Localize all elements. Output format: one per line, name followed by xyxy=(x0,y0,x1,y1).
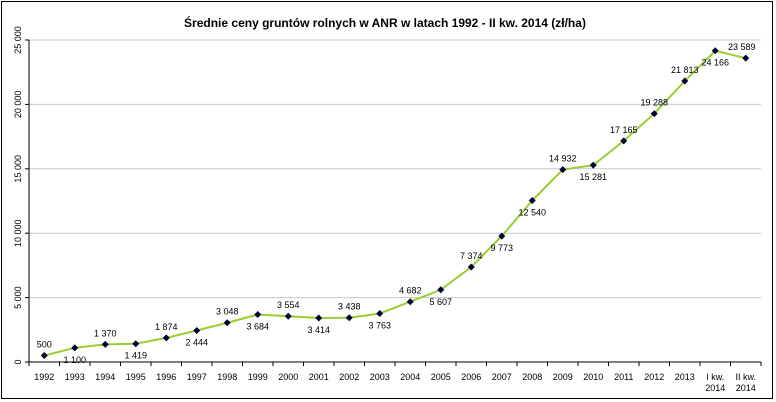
data-label: 24 166 xyxy=(701,58,729,68)
x-tick-label: 2004 xyxy=(400,372,420,382)
data-point xyxy=(71,344,79,352)
x-tick-label: 2006 xyxy=(461,372,481,382)
data-label: 3 414 xyxy=(307,325,330,335)
y-tick-label: 25 000 xyxy=(13,26,23,54)
data-label: 1 874 xyxy=(155,322,178,332)
data-point xyxy=(101,340,109,348)
data-point xyxy=(589,161,597,169)
gridlines xyxy=(29,39,761,299)
x-tick-label: 2008 xyxy=(522,372,542,382)
data-point xyxy=(681,77,689,85)
x-tick-label: 2012 xyxy=(644,372,664,382)
data-point xyxy=(406,298,414,306)
x-tick-label: 2009 xyxy=(553,372,573,382)
data-point xyxy=(315,314,323,322)
series-markers xyxy=(40,47,750,360)
x-tick-label: 1995 xyxy=(126,372,146,382)
data-label: 3 438 xyxy=(338,302,361,312)
x-tick-label: 1994 xyxy=(95,372,115,382)
data-label: 3 763 xyxy=(368,321,391,331)
data-point xyxy=(223,319,231,327)
x-tick-label: 2000 xyxy=(278,372,298,382)
data-label: 500 xyxy=(37,340,52,350)
data-label: 9 773 xyxy=(490,243,513,253)
y-tick-label: 5 000 xyxy=(13,286,23,309)
y-tick-label: 10 000 xyxy=(13,219,23,247)
x-tick-label: 2014 xyxy=(736,383,756,393)
data-point xyxy=(376,310,384,318)
data-label: 7 374 xyxy=(460,251,483,261)
data-point xyxy=(742,54,750,62)
data-point xyxy=(40,352,48,360)
data-point xyxy=(193,327,201,335)
data-label: 21 813 xyxy=(671,65,699,75)
data-label: 3 048 xyxy=(216,307,239,317)
data-label: 23 589 xyxy=(728,42,756,52)
x-tick-label: 2001 xyxy=(309,372,329,382)
x-tick-label: 2013 xyxy=(675,372,695,382)
data-labels: 500 1 100 1 370 1 419 1 874 2 444 3 048 3 684 3 … xyxy=(37,42,756,365)
data-label: 5 607 xyxy=(429,297,452,307)
data-point xyxy=(498,232,506,240)
x-tick-label: II kw. xyxy=(735,372,756,382)
data-label: 1 370 xyxy=(94,328,117,338)
x-tick-label: 1996 xyxy=(156,372,176,382)
data-point xyxy=(650,110,658,118)
y-tick-label: 20 000 xyxy=(13,91,23,119)
x-tick-label: 2005 xyxy=(431,372,451,382)
data-label: 2 444 xyxy=(185,338,208,348)
data-label: 15 281 xyxy=(579,172,607,182)
x-tick-label: 1998 xyxy=(217,372,237,382)
series-line-path xyxy=(44,49,746,357)
data-point xyxy=(711,47,719,55)
data-label: 3 684 xyxy=(246,322,269,332)
data-point xyxy=(620,137,628,145)
x-tick-label: I kw. xyxy=(706,372,724,382)
data-label: 12 540 xyxy=(518,207,546,217)
data-label: 3 554 xyxy=(277,300,300,310)
data-point xyxy=(528,196,536,204)
x-tick-label: 1992 xyxy=(34,372,54,382)
data-label: 1 419 xyxy=(124,351,147,361)
x-axis-tick-labels: 1992 1993 1994 1995 1996 1997 1998 1999 2000 2001… xyxy=(34,372,756,393)
data-point xyxy=(437,286,445,294)
x-tick-label: 2010 xyxy=(583,372,603,382)
series-line xyxy=(44,49,746,357)
chart-title: Średnie ceny gruntów rolnych w ANR w lat… xyxy=(184,15,586,30)
data-label: 4 682 xyxy=(399,286,422,296)
data-point xyxy=(162,334,170,342)
data-point xyxy=(467,263,475,271)
data-point xyxy=(254,311,262,319)
axes xyxy=(25,39,762,366)
x-tick-label: 2007 xyxy=(492,372,512,382)
x-tick-label: 2003 xyxy=(370,372,390,382)
x-tick-label: 2014 xyxy=(705,383,725,393)
data-label: 1 100 xyxy=(63,355,86,365)
x-tick-label: 1999 xyxy=(248,372,268,382)
data-point xyxy=(559,166,567,174)
x-tick-label: 1997 xyxy=(187,372,207,382)
y-tick-label: 15 000 xyxy=(13,155,23,183)
x-tick-label: 2002 xyxy=(339,372,359,382)
x-tick-label: 1993 xyxy=(65,372,85,382)
y-tick-label: 0 xyxy=(13,359,23,364)
x-tick-label: 2011 xyxy=(614,372,633,382)
data-label: 17 165 xyxy=(610,125,638,135)
data-point xyxy=(284,312,292,320)
data-label: 14 932 xyxy=(549,154,577,164)
y-axis-tick-labels: 0 5 000 10 000 15 000 20 000 25 000 xyxy=(13,26,23,364)
data-point xyxy=(132,340,140,348)
data-point xyxy=(345,314,353,322)
data-label: 19 288 xyxy=(640,98,668,108)
